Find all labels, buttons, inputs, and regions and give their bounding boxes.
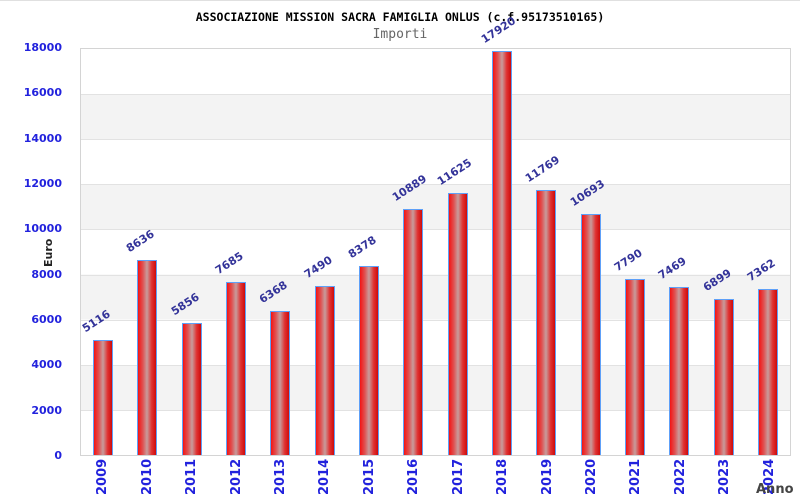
bar-2012 xyxy=(226,281,247,455)
chart-subtitle: Importi xyxy=(372,27,428,42)
y-axis: 18000 16000 14000 12000 10000 8000 6000 4000 200… xyxy=(0,41,71,462)
x-tick-label: 2009 xyxy=(95,458,111,495)
plot-area: 5116 8636 5856 7685 6368 7490 8378 10889 11625 17… xyxy=(80,14,791,456)
x-tick-label: 2014 xyxy=(317,458,333,495)
x-tick-label: 2021 xyxy=(628,458,644,495)
bar-2015 xyxy=(359,266,380,455)
chart-title: ASSOCIAZIONE MISSION SACRA FAMIGLIA ONLU… xyxy=(195,10,605,24)
bar-2022 xyxy=(669,286,690,455)
gridline xyxy=(81,94,790,96)
x-tick-label: 2022 xyxy=(672,458,688,495)
x-tick-label: 2010 xyxy=(139,458,155,495)
gridline xyxy=(81,409,790,411)
bar-2016 xyxy=(403,209,424,455)
gridline xyxy=(81,184,790,186)
gridline xyxy=(81,364,790,366)
y-tick-label: 18000 xyxy=(23,41,62,54)
x-axis-title: Anno xyxy=(756,482,794,497)
x-tick-label: 2015 xyxy=(361,458,377,495)
bar-value-label: 7490 xyxy=(301,253,335,282)
y-tick-label: 12000 xyxy=(23,176,62,190)
gridline xyxy=(81,319,790,321)
y-tick-label: 16000 xyxy=(23,86,62,100)
x-tick-label: 2012 xyxy=(228,458,244,495)
x-tick-label: 2011 xyxy=(184,458,200,495)
bar-2018 xyxy=(491,50,512,455)
x-tick-label: 2020 xyxy=(584,458,600,495)
bar-2010 xyxy=(137,260,158,455)
bar-value-label: 10889 xyxy=(390,172,430,205)
x-axis: 2009 2010 2011 2012 2013 2014 2015 2016 2017 2018… xyxy=(80,457,791,501)
bar-value-label: 5116 xyxy=(80,307,113,335)
x-tick-label: 2013 xyxy=(272,458,288,495)
bar-2023 xyxy=(713,299,734,455)
x-tick-label: 2023 xyxy=(717,458,733,495)
x-tick-label: 2017 xyxy=(450,458,466,495)
x-tick-label: 2016 xyxy=(406,458,422,495)
bar-value-label: 7685 xyxy=(213,249,246,277)
y-tick-label: 8000 xyxy=(31,267,62,281)
x-tick-label: 2018 xyxy=(495,458,511,495)
bar-value-label: 7790 xyxy=(611,246,645,275)
bar-2014 xyxy=(314,286,335,455)
bar-value-label: 10693 xyxy=(567,177,607,209)
gridline xyxy=(81,274,790,276)
bar-value-label: 8636 xyxy=(124,227,158,256)
y-tick-label: 14000 xyxy=(23,131,62,145)
gridline xyxy=(81,229,790,231)
bar-value-label: 11769 xyxy=(523,152,563,185)
bar-2019 xyxy=(536,189,557,455)
y-tick-label: 10000 xyxy=(23,222,62,236)
bar-value-label: 5856 xyxy=(168,290,202,318)
x-tick-label: 2019 xyxy=(539,458,555,495)
bar-value-label: 7469 xyxy=(656,253,689,282)
bar-value-label: 11625 xyxy=(434,156,474,188)
y-tick-label: 2000 xyxy=(31,403,62,417)
bar-2020 xyxy=(580,213,601,455)
gridline xyxy=(81,139,790,141)
bar-2024 xyxy=(757,288,778,455)
bar-2013 xyxy=(270,311,291,455)
y-tick-label: 6000 xyxy=(31,312,62,326)
bar-2017 xyxy=(447,192,468,455)
bar-2021 xyxy=(624,279,645,455)
bar-2011 xyxy=(181,322,202,455)
bar-value-label: 8378 xyxy=(345,233,379,262)
bar-value-label: 6899 xyxy=(700,266,734,295)
bar-value-label: 6368 xyxy=(257,278,291,307)
y-tick-label: 0 xyxy=(54,449,62,462)
y-tick-label: 4000 xyxy=(31,358,62,372)
bar-value-label: 7362 xyxy=(744,256,778,284)
bar-2009 xyxy=(93,339,114,455)
